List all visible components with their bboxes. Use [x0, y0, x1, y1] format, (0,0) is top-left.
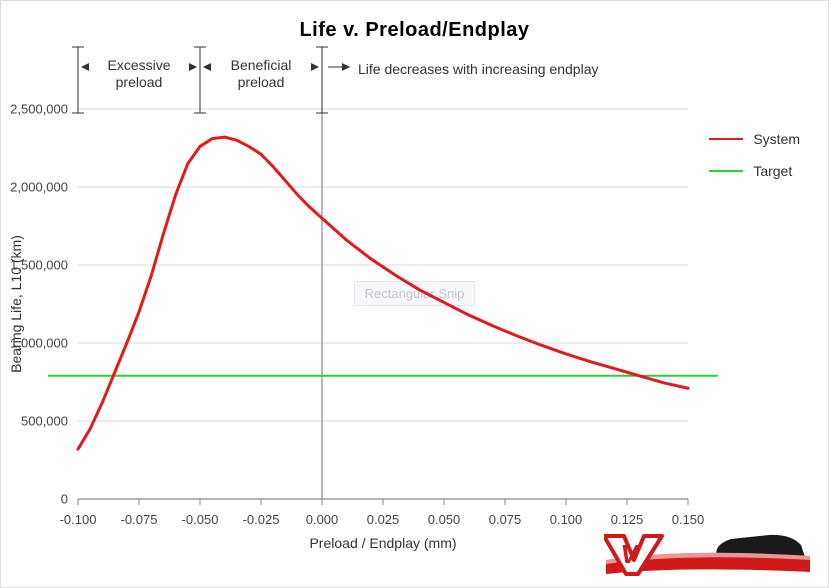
svg-text:V: V [620, 539, 640, 569]
x-tick-label: 0.125 [611, 512, 644, 527]
x-tick-label: 0.050 [428, 512, 461, 527]
legend-swatch-target [709, 170, 743, 172]
x-tick-label: -0.075 [121, 512, 158, 527]
x-tick-label: 0.100 [550, 512, 583, 527]
x-tick-label: -0.100 [60, 512, 97, 527]
x-tick-label: 0.000 [306, 512, 339, 527]
legend-swatch-system [709, 138, 743, 140]
annotation-markers [78, 39, 688, 159]
x-tick-label: 0.075 [489, 512, 522, 527]
y-tick-label: 1,500,000 [0, 258, 68, 273]
brand-logo: V [604, 526, 814, 581]
y-tick-label: 500,000 [0, 414, 68, 429]
legend: System Target [709, 131, 800, 195]
plot-area: Bearing Life, L10 (km) Preload / Endplay… [78, 109, 688, 499]
plot-svg [78, 109, 688, 499]
y-axis-title: Bearing Life, L10 (km) [8, 235, 24, 373]
chart-container: Life v. Preload/Endplay Excessive preloa… [0, 0, 829, 588]
y-tick-label: 2,500,000 [0, 102, 68, 117]
legend-label-target: Target [753, 163, 792, 179]
x-tick-label: 0.150 [672, 512, 705, 527]
x-tick-label: -0.025 [243, 512, 280, 527]
legend-item-system: System [709, 131, 800, 147]
x-axis-title: Preload / Endplay (mm) [309, 535, 456, 551]
legend-item-target: Target [709, 163, 800, 179]
y-tick-label: 2,000,000 [0, 180, 68, 195]
legend-label-system: System [753, 131, 800, 147]
y-tick-label: 0 [0, 492, 68, 507]
y-tick-label: 1,000,000 [0, 336, 68, 351]
x-tick-label: 0.025 [367, 512, 400, 527]
x-tick-label: -0.050 [182, 512, 219, 527]
brand-logo-svg: V [604, 526, 814, 576]
